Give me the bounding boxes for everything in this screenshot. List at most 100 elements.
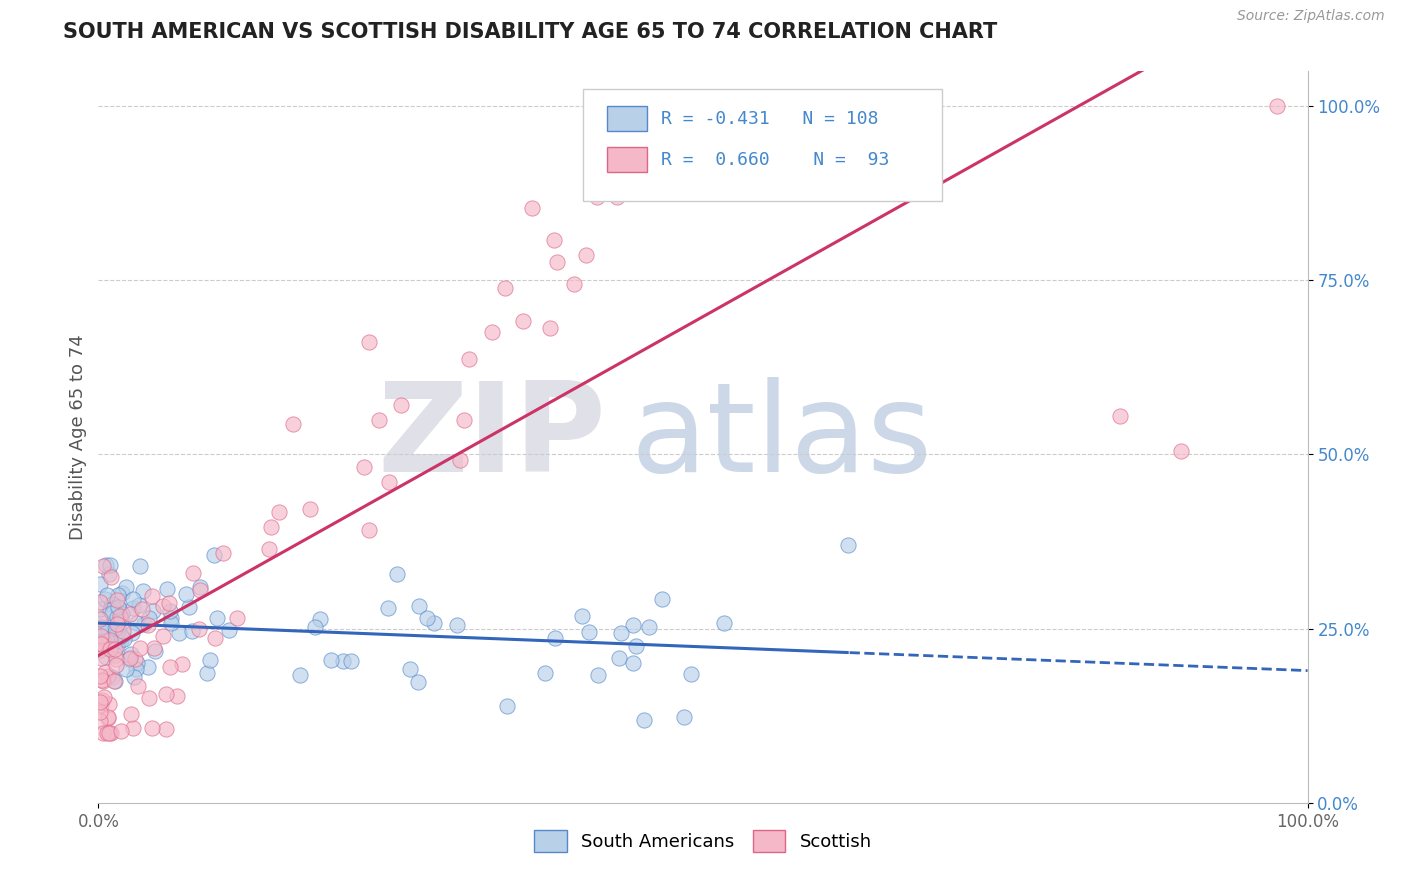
Point (122, 721, 145, 735)
Point (121, 601, 143, 615)
Point (89, 669, 111, 683)
Point (121, 625, 143, 640)
Point (408, 599, 430, 613)
Point (621, 618, 644, 632)
Point (1109, 409, 1132, 424)
Point (188, 582, 211, 597)
Point (105, 617, 128, 632)
Point (586, 667, 609, 681)
Point (188, 581, 211, 595)
Point (97, 669, 120, 683)
Point (160, 611, 183, 625)
Point (105, 629, 128, 643)
Point (90, 636, 112, 650)
Point (96, 726, 118, 740)
Point (606, 190, 628, 204)
Point (368, 413, 391, 427)
Point (169, 625, 191, 640)
Point (98, 632, 121, 647)
Point (111, 607, 134, 621)
Point (100, 726, 122, 740)
Point (91, 624, 114, 639)
Point (159, 604, 181, 618)
Point (100, 570, 122, 584)
Point (105, 609, 128, 624)
Point (187, 622, 209, 636)
Point (105, 592, 128, 607)
Point (97, 709, 120, 723)
Point (104, 633, 127, 648)
Point (89, 602, 111, 616)
Point (138, 611, 160, 625)
Legend: South Americans, Scottish: South Americans, Scottish (527, 823, 879, 860)
Point (304, 620, 326, 634)
Point (449, 453, 471, 467)
Point (533, 665, 555, 680)
Point (101, 670, 124, 684)
Point (98, 641, 121, 656)
Point (134, 616, 156, 631)
Point (104, 642, 127, 657)
Point (204, 632, 226, 646)
Point (104, 648, 127, 662)
Point (112, 632, 135, 647)
Point (544, 631, 567, 645)
Point (89, 637, 111, 651)
Point (115, 580, 138, 594)
Point (389, 398, 412, 412)
Point (309, 612, 332, 626)
Point (114, 662, 136, 676)
Point (97, 639, 120, 653)
Point (512, 314, 534, 328)
Point (1170, 444, 1192, 458)
Point (340, 654, 363, 668)
Point (160, 615, 183, 630)
Point (110, 633, 132, 648)
Point (98, 726, 121, 740)
Point (575, 248, 598, 262)
Text: R = -0.431   N = 108: R = -0.431 N = 108 (661, 110, 879, 128)
Point (596, 174, 619, 188)
Text: atlas: atlas (630, 376, 932, 498)
Point (118, 652, 141, 666)
Point (267, 506, 290, 520)
Point (453, 412, 475, 426)
Point (94, 665, 117, 679)
Point (540, 321, 562, 335)
Point (143, 641, 166, 656)
Point (672, 710, 695, 724)
Point (107, 639, 129, 653)
Point (141, 721, 163, 735)
Point (166, 689, 188, 703)
Point (94, 558, 117, 572)
Point (93, 690, 115, 705)
Point (94, 591, 117, 606)
Point (110, 612, 132, 626)
Text: R =  0.660    N =  93: R = 0.660 N = 93 (661, 151, 889, 169)
Point (385, 567, 408, 582)
Point (571, 609, 593, 624)
Point (131, 602, 153, 616)
Point (110, 609, 132, 624)
Point (681, 667, 703, 681)
Point (103, 673, 125, 688)
Point (177, 599, 200, 614)
Point (156, 582, 179, 596)
Point (585, 190, 607, 204)
Point (98, 558, 121, 573)
Point (713, 616, 735, 631)
Point (107, 588, 129, 602)
Point (610, 626, 633, 640)
Point (96, 650, 118, 665)
Point (543, 233, 565, 247)
Point (90, 693, 112, 707)
Point (104, 629, 127, 643)
Point (578, 625, 600, 640)
Point (103, 674, 125, 689)
Point (93, 634, 115, 648)
Point (298, 502, 321, 516)
Point (108, 601, 131, 615)
Point (90, 620, 112, 634)
Point (202, 549, 225, 563)
Point (125, 656, 148, 670)
